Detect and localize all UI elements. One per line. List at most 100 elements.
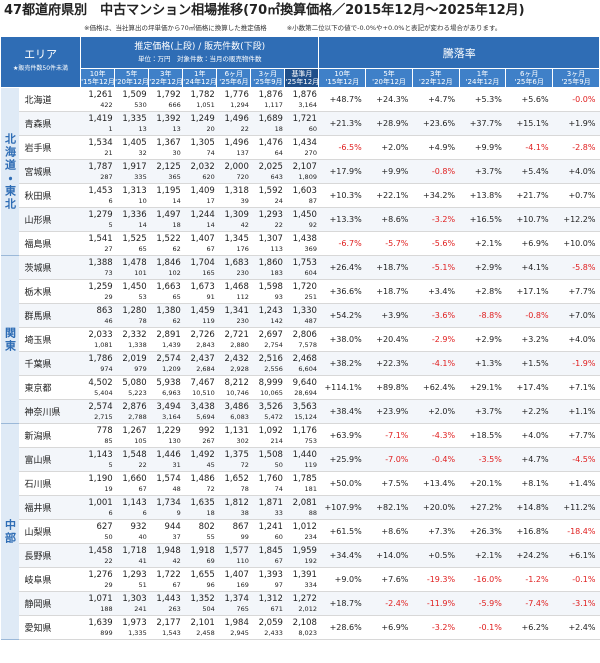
region-label: 関東 bbox=[0, 255, 19, 424]
rate: +38.2% bbox=[318, 351, 366, 376]
rate: +13.4% bbox=[412, 471, 460, 496]
period-date: '24年12月 bbox=[183, 78, 217, 86]
rate: +25.9% bbox=[318, 447, 366, 472]
price: 1,876 bbox=[292, 89, 317, 100]
price: 1,293 bbox=[122, 569, 147, 580]
price-cell: 1,438 369 bbox=[284, 231, 319, 256]
count: 181 bbox=[304, 484, 317, 493]
rate: +10.7% bbox=[505, 207, 553, 232]
period-date: '25年12月 bbox=[285, 78, 319, 86]
prefecture: 宮城県 bbox=[18, 159, 81, 184]
price-cell: 2,081 88 bbox=[284, 495, 319, 520]
rate: +2.8% bbox=[459, 279, 506, 304]
price-cell: 1,293 22 bbox=[250, 207, 285, 232]
price: 1,453 bbox=[88, 185, 113, 196]
price-cell: 2,876 2,788 bbox=[114, 399, 149, 424]
count: 5 bbox=[108, 460, 113, 469]
price: 2,876 bbox=[122, 401, 147, 412]
price-cell: 1,092 214 bbox=[250, 423, 285, 448]
price: 7,467 bbox=[190, 377, 215, 388]
rate: +2.4% bbox=[552, 615, 600, 640]
count: 88 bbox=[308, 508, 317, 517]
rate: -3.2% bbox=[412, 615, 460, 640]
count: 18 bbox=[274, 124, 283, 133]
count: 18 bbox=[206, 508, 215, 517]
price: 1,259 bbox=[88, 281, 113, 292]
rate: +20.0% bbox=[412, 495, 460, 520]
rate: +7.7% bbox=[552, 279, 600, 304]
count: 267 bbox=[202, 436, 215, 445]
price: 1,721 bbox=[292, 113, 317, 124]
price: 1,143 bbox=[122, 497, 147, 508]
count: 46 bbox=[104, 316, 113, 325]
count: 1 bbox=[108, 124, 113, 133]
price: 867 bbox=[232, 521, 249, 532]
count: 37 bbox=[172, 532, 181, 541]
price: 1,407 bbox=[224, 569, 249, 580]
price: 1,492 bbox=[190, 449, 215, 460]
price-cell: 1,176 753 bbox=[284, 423, 319, 448]
count: 176 bbox=[236, 244, 249, 253]
count: 1,335 bbox=[128, 628, 147, 637]
price: 2,032 bbox=[190, 161, 215, 172]
price: 1,012 bbox=[292, 521, 317, 532]
price: 932 bbox=[130, 521, 147, 532]
rate: +4.7% bbox=[505, 447, 553, 472]
price: 1,508 bbox=[258, 449, 283, 460]
row: 石川県 1,190 19 1,660 67 1,574 48 1,486 72 1,652 78 1,… bbox=[1, 471, 600, 496]
count: 6,083 bbox=[230, 412, 249, 421]
rate: +8.6% bbox=[365, 519, 413, 544]
price-cell: 1,313 10 bbox=[114, 183, 149, 208]
prefecture: 茨城県 bbox=[18, 255, 81, 280]
price-cell: 1,548 22 bbox=[114, 447, 149, 472]
count: 251 bbox=[304, 292, 317, 301]
price: 2,107 bbox=[292, 161, 317, 172]
price: 1,635 bbox=[190, 497, 215, 508]
row: 愛知県 1,639 899 1,973 1,335 2,177 1,543 2,101 2,45… bbox=[1, 615, 600, 640]
rate: +2.9% bbox=[459, 255, 506, 280]
rate: +5.4% bbox=[505, 159, 553, 184]
rate: +24.3% bbox=[365, 87, 413, 112]
price: 1,541 bbox=[88, 233, 113, 244]
period-label: 1年 bbox=[476, 70, 489, 78]
price-cell: 1,959 192 bbox=[284, 543, 319, 568]
count: 74 bbox=[274, 484, 283, 493]
count: 17 bbox=[206, 196, 215, 205]
count: 14 bbox=[206, 220, 215, 229]
price-cell: 1,330 487 bbox=[284, 303, 319, 328]
price: 2,025 bbox=[258, 161, 283, 172]
rate: +18.7% bbox=[365, 279, 413, 304]
rate: -4.3% bbox=[412, 423, 460, 448]
price-cell: 1,443 263 bbox=[148, 591, 183, 616]
price-cell: 1,721 60 bbox=[284, 111, 319, 136]
price: 8,212 bbox=[224, 377, 249, 388]
count: 6 bbox=[108, 196, 113, 205]
price: 1,525 bbox=[122, 233, 147, 244]
count: 5,404 bbox=[94, 388, 113, 397]
price-cell: 1,534 21 bbox=[80, 135, 115, 160]
count: 5,223 bbox=[128, 388, 147, 397]
price: 1,948 bbox=[156, 545, 181, 556]
rate: -0.8% bbox=[505, 303, 553, 328]
price: 1,446 bbox=[156, 449, 181, 460]
prefecture: 岐阜県 bbox=[18, 567, 81, 592]
price-cell: 1,522 62 bbox=[148, 231, 183, 256]
rate: +2.1% bbox=[459, 231, 506, 256]
period-label: 5年 bbox=[125, 70, 138, 78]
prefecture: 新潟県 bbox=[18, 423, 81, 448]
price-cell: 1,787 287 bbox=[80, 159, 115, 184]
price: 1,603 bbox=[292, 185, 317, 196]
price-cell: 2,019 979 bbox=[114, 351, 149, 376]
rate: -18.4% bbox=[552, 519, 600, 544]
region-label: 北海道・東北 bbox=[0, 87, 19, 256]
rate: -5.1% bbox=[412, 255, 460, 280]
count: 67 bbox=[274, 556, 283, 565]
price: 1,241 bbox=[258, 521, 283, 532]
price: 1,534 bbox=[88, 137, 113, 148]
price-cell: 1,812 38 bbox=[216, 495, 251, 520]
rate: -0.0% bbox=[552, 87, 600, 112]
count: 65 bbox=[172, 292, 181, 301]
price-cell: 1,374 765 bbox=[216, 591, 251, 616]
price-cell: 1,352 504 bbox=[182, 591, 217, 616]
